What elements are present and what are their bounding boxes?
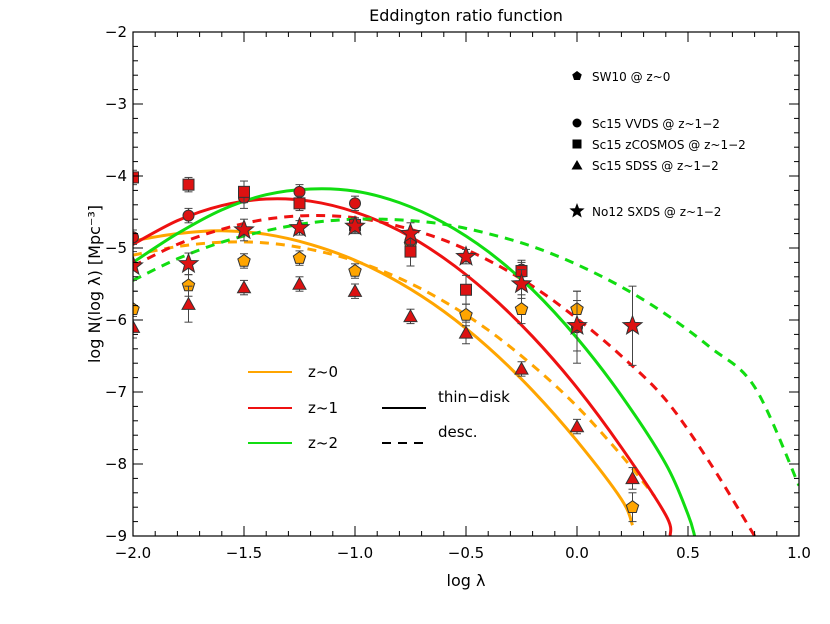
square-data-point bbox=[404, 245, 417, 258]
triangle-data-point bbox=[514, 361, 529, 375]
y-tick-label: −2 bbox=[105, 23, 127, 41]
line-legend: z~0 z~1 z~2 thin−disk desc. bbox=[248, 363, 510, 452]
axis-ticks: −2.0 −1.5 −1.0 −0.5 0.0 0.5 1.0 −9 −8 −7 −6 −5 −4 −3 −… bbox=[105, 23, 811, 562]
triangle-data-point bbox=[133, 319, 141, 333]
legend-label: SW10 @ z~0 bbox=[592, 70, 670, 84]
star-data-point bbox=[455, 245, 477, 266]
x-tick-label: −0.5 bbox=[448, 544, 484, 562]
markers-layer bbox=[133, 169, 644, 523]
series-line-z-0-thin-disk bbox=[133, 229, 634, 526]
y-tick-label: −3 bbox=[105, 95, 127, 113]
series-line-z-1-thin-disk bbox=[133, 197, 673, 536]
star-data-point bbox=[177, 252, 200, 274]
legend-label: No12 SXDS @ z~1−2 bbox=[592, 205, 721, 219]
x-tick-label: −1.0 bbox=[337, 544, 373, 562]
pentagon-data-point bbox=[292, 250, 307, 264]
star-data-point bbox=[233, 218, 255, 240]
legend-triangle-icon bbox=[571, 160, 583, 170]
y-axis-title: log N(log λ) [Mpc⁻³] bbox=[85, 205, 104, 363]
pentagon-data-point bbox=[237, 253, 251, 267]
x-tick-label: 1.0 bbox=[787, 544, 811, 562]
legend-line-label: z~2 bbox=[308, 434, 338, 452]
square-data-point bbox=[182, 178, 195, 191]
series-line-z-1-desc- bbox=[133, 214, 756, 536]
legend-label: Sc15 zCOSMOS @ z~1−2 bbox=[592, 138, 746, 152]
legend-line-label: z~1 bbox=[308, 399, 338, 417]
triangle-data-point bbox=[403, 308, 418, 323]
circle-data-point bbox=[182, 209, 195, 222]
x-axis-title: log λ bbox=[447, 571, 486, 590]
curves-layer bbox=[133, 187, 799, 536]
pentagon-data-point bbox=[348, 263, 362, 277]
series-line-z-0-desc- bbox=[133, 240, 656, 498]
pentagon-data-point bbox=[514, 302, 529, 315]
triangle-data-point bbox=[347, 283, 363, 297]
legend-star-icon bbox=[569, 203, 585, 218]
legend-circle-icon bbox=[572, 118, 582, 128]
x-tick-label: 0.5 bbox=[676, 544, 700, 562]
star-data-point bbox=[399, 222, 422, 243]
star-data-point bbox=[621, 314, 644, 336]
y-tick-label: −4 bbox=[105, 167, 127, 185]
star-data-point bbox=[566, 314, 588, 336]
star-data-point bbox=[133, 254, 144, 276]
series-line-z-2-desc- bbox=[133, 217, 799, 487]
triangle-data-point bbox=[181, 296, 196, 310]
y-tick-label: −8 bbox=[105, 455, 127, 473]
triangle-data-point bbox=[458, 325, 474, 339]
pentagon-data-point bbox=[459, 307, 473, 321]
legend-label: Sc15 VVDS @ z~1−2 bbox=[592, 117, 720, 131]
circle-data-point bbox=[133, 231, 139, 244]
y-tick-label: −5 bbox=[105, 239, 127, 257]
square-data-point bbox=[133, 171, 139, 184]
y-tick-label: −6 bbox=[105, 311, 127, 329]
x-tick-label: −1.5 bbox=[226, 544, 262, 562]
legend-line-label: z~0 bbox=[308, 363, 338, 381]
y-tick-label: −9 bbox=[105, 527, 127, 545]
triangle-data-point bbox=[236, 280, 252, 294]
triangle-data-point bbox=[625, 470, 640, 485]
square-data-point bbox=[293, 197, 306, 210]
legend-label: Sc15 SDSS @ z~1−2 bbox=[592, 159, 719, 173]
legend-style-label: desc. bbox=[438, 423, 478, 441]
chart-title: Eddington ratio function bbox=[369, 6, 563, 25]
star-data-point bbox=[344, 214, 366, 236]
star-data-point bbox=[288, 216, 311, 238]
triangle-data-point bbox=[292, 276, 307, 290]
pentagon-data-point bbox=[625, 500, 640, 513]
square-data-point bbox=[460, 283, 472, 296]
circle-data-point bbox=[349, 197, 361, 210]
legend-pentagon-icon bbox=[572, 71, 582, 81]
square-data-point bbox=[238, 185, 250, 198]
legend-square-icon bbox=[572, 139, 582, 149]
x-tick-label: 0.0 bbox=[565, 544, 589, 562]
legend-style-label: thin−disk bbox=[438, 388, 510, 406]
x-tick-label: −2.0 bbox=[115, 544, 151, 562]
y-tick-label: −7 bbox=[105, 383, 127, 401]
marker-legend: SW10 @ z~0 Sc15 VVDS @ z~1−2 Sc15 zCOSMOS … bbox=[569, 70, 746, 219]
triangle-data-point bbox=[569, 419, 585, 433]
star-data-point bbox=[510, 272, 533, 294]
